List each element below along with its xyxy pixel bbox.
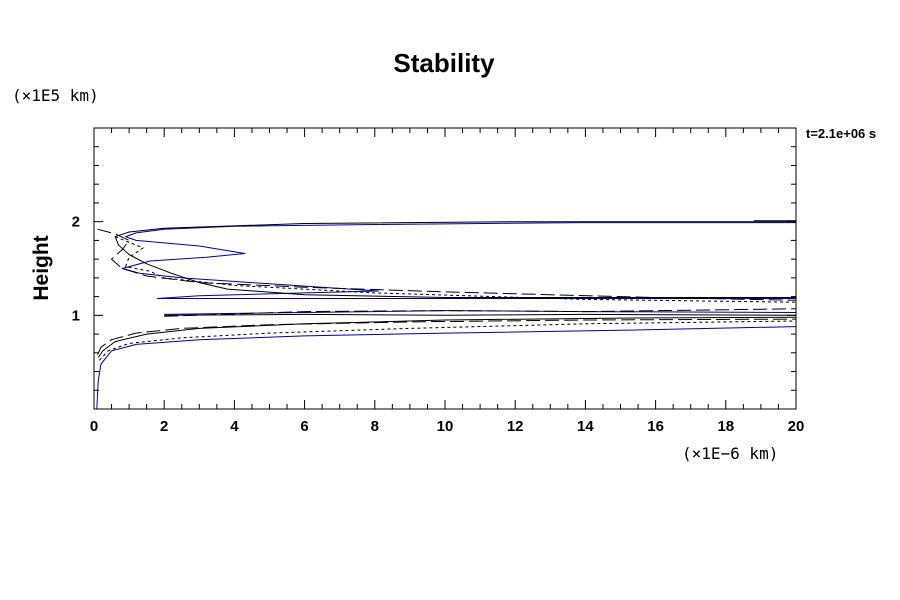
contour-line-5 xyxy=(164,310,797,315)
contour-line-11 xyxy=(96,326,797,410)
y-axis-title: Height xyxy=(30,235,53,300)
y-unit-label: (×1E5 km) xyxy=(12,86,99,105)
contour-line-9 xyxy=(97,318,797,355)
x-tick-label: 16 xyxy=(647,418,664,435)
y-tick-label: 1 xyxy=(72,307,80,324)
x-tick-label: 0 xyxy=(90,418,98,435)
contour-line-4 xyxy=(114,236,797,303)
plot-frame xyxy=(93,127,797,410)
x-tick-label: 4 xyxy=(230,418,239,435)
x-tick-label: 8 xyxy=(371,418,379,435)
x-tick-label: 10 xyxy=(437,418,454,435)
x-tick-label: 2 xyxy=(160,418,168,435)
contour-line-6 xyxy=(164,313,797,316)
contour-line-8 xyxy=(97,316,797,358)
contour-line-3 xyxy=(97,228,797,301)
x-tick-label: 6 xyxy=(300,418,308,435)
x-tick-label: 14 xyxy=(577,418,594,435)
axis-ticks xyxy=(93,128,797,409)
y-tick-label: 2 xyxy=(72,214,80,231)
x-tick-label: 12 xyxy=(507,418,524,435)
contour-lines xyxy=(96,220,797,410)
x-tick-label: 18 xyxy=(717,418,734,435)
time-annotation: t=2.1e+06 s xyxy=(806,126,876,141)
contour-line-2 xyxy=(114,221,796,298)
contour-line-1 xyxy=(121,222,796,299)
x-tick-label: 20 xyxy=(788,418,805,435)
chart-title: Stability xyxy=(393,48,495,78)
contour-line-10 xyxy=(98,320,797,361)
x-unit-label: (×1E−6 km) xyxy=(682,444,778,463)
